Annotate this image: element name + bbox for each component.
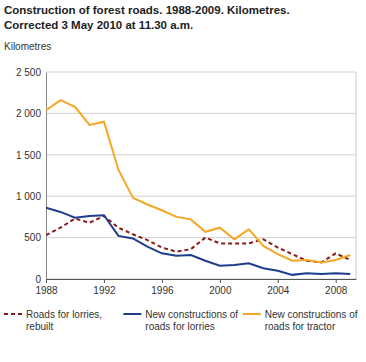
legend-item: Roads for lorries,rebuilt <box>4 309 102 332</box>
x-tick-mark <box>336 279 337 283</box>
series-line <box>46 208 350 275</box>
y-tick: 1 500 <box>16 150 46 161</box>
x-tick: 1992 <box>93 279 116 296</box>
x-tick-label: 2008 <box>325 285 348 296</box>
chart: Construction of forest roads. 1988-2009.… <box>0 0 366 362</box>
y-axis-line <box>46 73 47 280</box>
x-tick-label: 2000 <box>209 285 232 296</box>
grid-line <box>46 196 356 197</box>
legend-item: New constructions ofroads for lorries <box>123 309 238 332</box>
x-tick: 2004 <box>267 279 290 296</box>
x-tick-mark <box>278 279 279 283</box>
legend-swatch <box>243 313 261 315</box>
x-tick: 2000 <box>209 279 232 296</box>
y-tick: 1 000 <box>16 191 46 202</box>
series-line <box>46 100 350 262</box>
grid-line <box>46 279 356 280</box>
x-tick-mark <box>220 279 221 283</box>
grid-line <box>46 113 356 114</box>
y-tick-label: 0 <box>35 274 41 285</box>
y-axis: 0 500 1 000 1 500 2 000 2 500 <box>16 67 47 285</box>
x-tick: 1988 <box>35 279 58 296</box>
legend-label: New constructions ofroads for lorries <box>145 309 238 332</box>
series-line <box>46 216 350 262</box>
y-tick-label: 500 <box>24 232 41 243</box>
plot-frame <box>356 72 357 279</box>
y-axis-title: Kilometres <box>4 41 51 52</box>
x-tick-label: 2004 <box>267 285 290 296</box>
grid-line <box>46 154 356 155</box>
x-tick-label: 1988 <box>35 285 58 296</box>
grid <box>46 72 356 279</box>
y-tick: 500 <box>24 232 46 243</box>
x-tick: 2008 <box>325 279 348 296</box>
legend-label: Roads for lorries,rebuilt <box>26 309 102 332</box>
x-tick-label: 1992 <box>93 285 116 296</box>
x-tick-mark <box>162 279 163 283</box>
x-tick-label: 1996 <box>151 285 174 296</box>
y-tick-label: 1 500 <box>16 150 41 161</box>
plot-area <box>46 100 350 275</box>
legend: Roads for lorries,rebuilt New constructio… <box>4 309 358 332</box>
grid-line <box>46 237 356 238</box>
x-tick-mark <box>46 279 47 283</box>
legend-item: New constructions ofroads for tractor <box>243 309 358 332</box>
y-tick: 2 500 <box>16 67 46 78</box>
x-tick-mark <box>104 279 105 283</box>
grid-line <box>46 72 356 73</box>
y-tick-label: 2 000 <box>16 108 41 119</box>
y-tick: 2 000 <box>16 108 46 119</box>
title: Construction of forest roads. 1988-2009.… <box>4 4 290 16</box>
legend-swatch <box>123 313 141 315</box>
x-tick: 1996 <box>151 279 174 296</box>
y-tick-label: 2 500 <box>16 67 41 78</box>
y-tick-label: 1 000 <box>16 191 41 202</box>
legend-label: New constructions ofroads for tractor <box>265 309 358 332</box>
x-axis-line <box>47 279 357 280</box>
subtitle: Corrected 3 May 2010 at 11.30 a.m. <box>4 19 193 31</box>
legend-swatch <box>4 313 22 315</box>
x-axis: 1988 1992 1996 2000 2004 2008 <box>35 279 356 296</box>
y-tick: 0 <box>35 274 46 285</box>
